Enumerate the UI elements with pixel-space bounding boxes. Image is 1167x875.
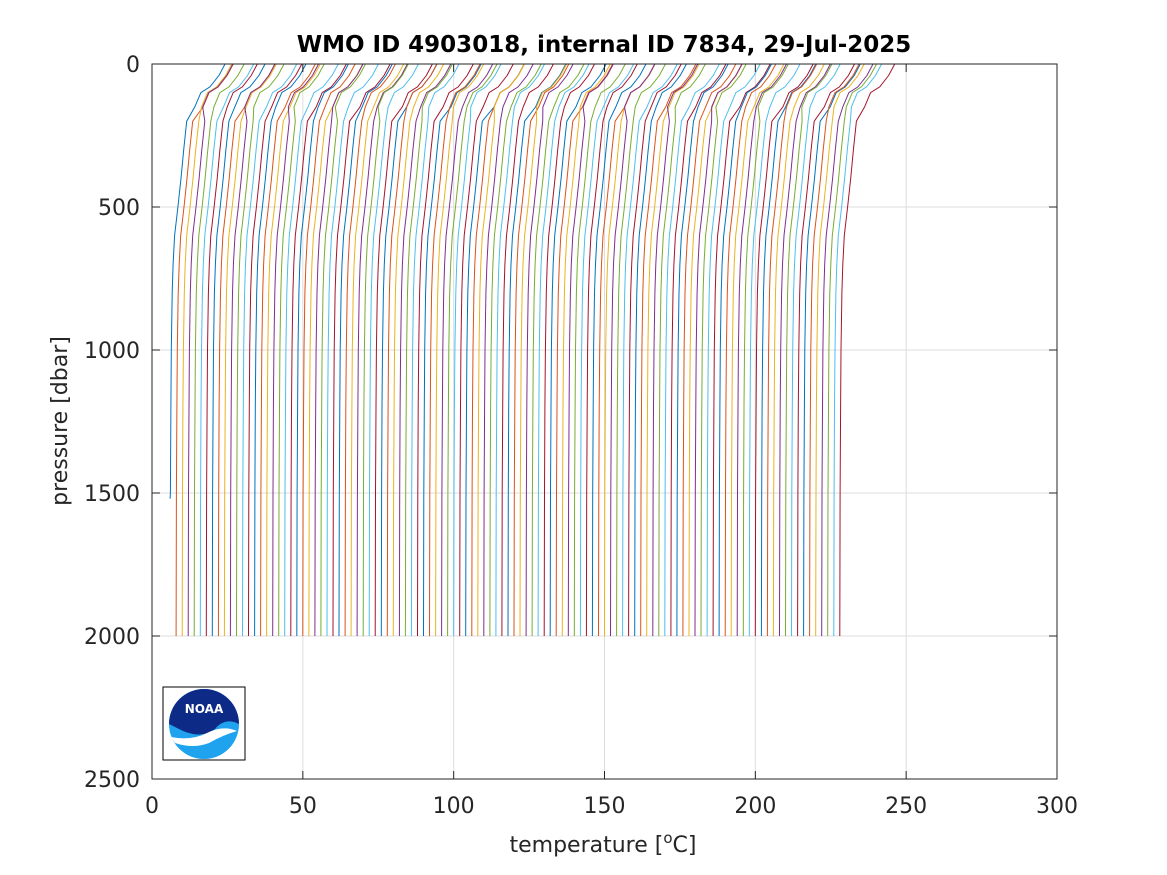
logo-text: NOAA	[185, 702, 224, 716]
x-tick-label: 300	[1036, 794, 1078, 819]
x-axis-label-superscript: o	[663, 829, 672, 847]
x-tick-label: 50	[289, 794, 317, 819]
x-tick-label: 0	[145, 794, 159, 819]
x-tick-label: 250	[885, 794, 927, 819]
y-tick-label: 500	[98, 196, 140, 221]
chart-title: WMO ID 4903018, internal ID 7834, 29-Jul…	[297, 32, 912, 58]
x-tick-label: 150	[584, 794, 626, 819]
noaa-logo: NOAA	[163, 687, 245, 760]
y-tick-label: 1500	[84, 482, 140, 507]
y-axis-label: pressure [dbar]	[48, 336, 73, 506]
x-axis-label-unit: C]	[673, 833, 697, 858]
y-tick-label: 2000	[84, 625, 140, 650]
x-tick-label: 100	[433, 794, 475, 819]
y-tick-label: 0	[126, 53, 140, 78]
y-tick-label: 1000	[84, 339, 140, 364]
y-tick-label: 2500	[84, 768, 140, 793]
x-axis-label-text: temperature [	[509, 833, 663, 858]
x-tick-label: 200	[734, 794, 776, 819]
